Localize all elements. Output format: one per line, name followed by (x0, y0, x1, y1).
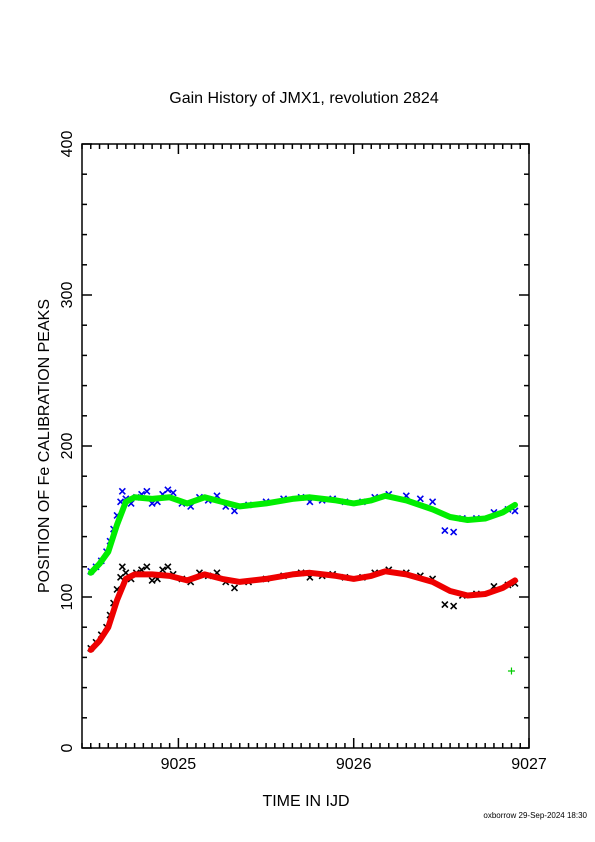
y-tick-label: 400 (59, 131, 76, 158)
upper-data-point (230, 507, 239, 515)
y-tick-label: 300 (59, 282, 76, 309)
x-tick-label: 9025 (161, 756, 197, 773)
isolated-data-point (507, 667, 515, 675)
plot-area (87, 486, 519, 675)
x-tick-label: 9027 (511, 756, 547, 773)
chart-title: Gain History of JMX1, revolution 2824 (169, 90, 439, 107)
upper-data-point (441, 526, 449, 535)
x-axis-label: TIME IN IJD (262, 793, 349, 810)
lower-data-point (164, 563, 172, 571)
credit-text: oxborrow 29-Sep-2024 18:30 (483, 811, 587, 820)
lower-data-point (441, 600, 449, 609)
lower-data-point (159, 566, 167, 574)
upper-data-point (143, 487, 151, 495)
lower-data-point (118, 563, 126, 571)
lower-fit-line (87, 568, 518, 653)
upper-data-point (118, 487, 126, 495)
lower-data-point (148, 576, 156, 584)
upper-data-point (416, 495, 424, 503)
x-tick-label: 9026 (336, 756, 372, 773)
upper-data-point (450, 528, 458, 536)
y-tick-label: 0 (59, 743, 76, 752)
upper-data-point (429, 498, 437, 506)
axes: 0 100 200 300 400 9025 9026 9027 (59, 131, 547, 773)
upper-fit-line (87, 492, 518, 576)
lower-data-point (143, 563, 151, 571)
y-tick-label: 100 (59, 584, 76, 611)
plot-frame (81, 143, 530, 749)
y-axis-label: POSITION OF Fe CALIBRATION PEAKS (36, 299, 53, 593)
y-tick-label: 200 (59, 433, 76, 460)
lower-data-point (230, 584, 239, 592)
upper-data-point (164, 486, 172, 494)
lower-data-point (450, 602, 458, 610)
